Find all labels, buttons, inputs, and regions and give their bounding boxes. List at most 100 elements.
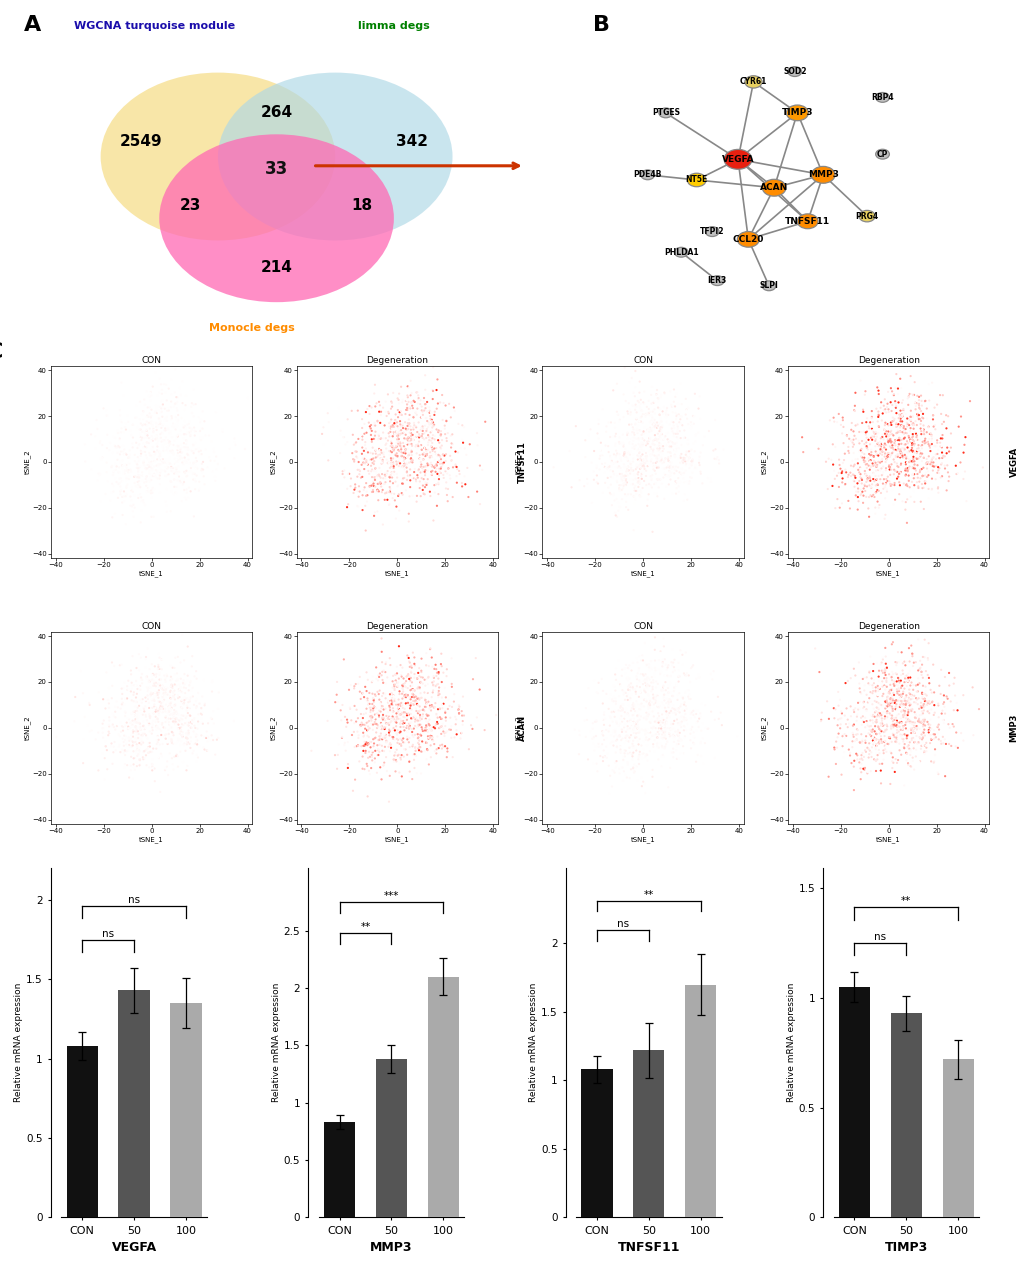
Point [913,407,929,427]
Point [403,695,419,715]
Point [878,696,895,716]
Point [623,673,639,694]
Point [414,417,430,437]
Point [179,437,196,458]
Point [861,710,877,730]
Point [628,421,644,441]
Point [673,459,689,479]
Point [887,397,903,417]
Point [852,768,868,789]
Point [114,492,130,512]
Point [436,463,452,483]
Point [876,402,893,422]
Point [822,450,839,470]
Point [888,429,904,449]
Point [677,727,693,747]
Point [901,456,917,477]
Point [424,425,440,445]
Point [159,385,175,406]
Point [126,486,143,506]
Point [902,686,918,706]
Point [127,718,144,738]
Point [447,441,464,462]
Point [858,701,874,721]
Point [168,410,184,430]
Point [430,473,446,493]
Point [412,705,428,725]
Point [612,460,629,481]
Point [637,435,653,455]
Point [387,664,404,685]
Point [161,454,177,474]
Point [419,683,435,704]
Point [873,732,890,752]
Point [631,710,647,730]
Point [139,448,155,468]
Point [158,664,174,685]
Point [682,467,698,487]
Point [629,770,645,790]
Point [354,747,370,767]
Point [579,474,595,495]
Point [905,719,921,739]
Point [159,436,175,456]
Point [912,424,928,444]
Point [110,462,126,482]
Point [151,449,167,469]
Point [622,463,638,483]
Point [893,686,909,706]
Point [887,699,903,719]
Point [393,678,410,699]
Point [358,486,374,506]
Point [154,424,170,444]
Point [183,435,200,455]
Point [908,725,924,746]
Point [171,449,187,469]
Point [905,481,921,501]
Point [664,639,681,659]
Point [429,699,445,719]
Point [359,786,375,806]
Point [636,681,652,701]
Point [650,713,666,733]
Point [655,463,672,483]
Point [100,450,116,470]
Point [598,459,614,479]
Point [177,708,194,728]
Point [170,436,186,456]
Point [888,396,904,416]
Point [645,417,661,437]
Point [687,431,703,451]
Point [129,701,146,721]
Point [136,389,152,410]
Point [920,446,936,467]
Point [397,671,414,691]
Point [868,426,884,446]
Point [637,690,653,710]
Point [907,424,923,444]
Point [129,477,146,497]
Point [431,432,447,453]
Point [114,458,130,478]
Point [407,715,423,735]
Point [136,455,152,476]
Point [453,477,470,497]
Point [896,699,912,719]
Point [629,449,645,469]
Point [839,716,855,737]
Point [892,696,908,716]
Point [113,479,129,500]
Point [654,430,671,450]
Point [666,721,683,742]
Point [682,701,698,721]
Point [132,491,149,511]
Point [453,705,470,725]
Point [385,709,401,729]
Point [381,700,397,720]
Point [876,664,893,685]
Point [171,446,187,467]
Point [142,465,158,486]
Point [584,713,600,733]
Point [613,699,630,719]
Point [170,477,186,497]
